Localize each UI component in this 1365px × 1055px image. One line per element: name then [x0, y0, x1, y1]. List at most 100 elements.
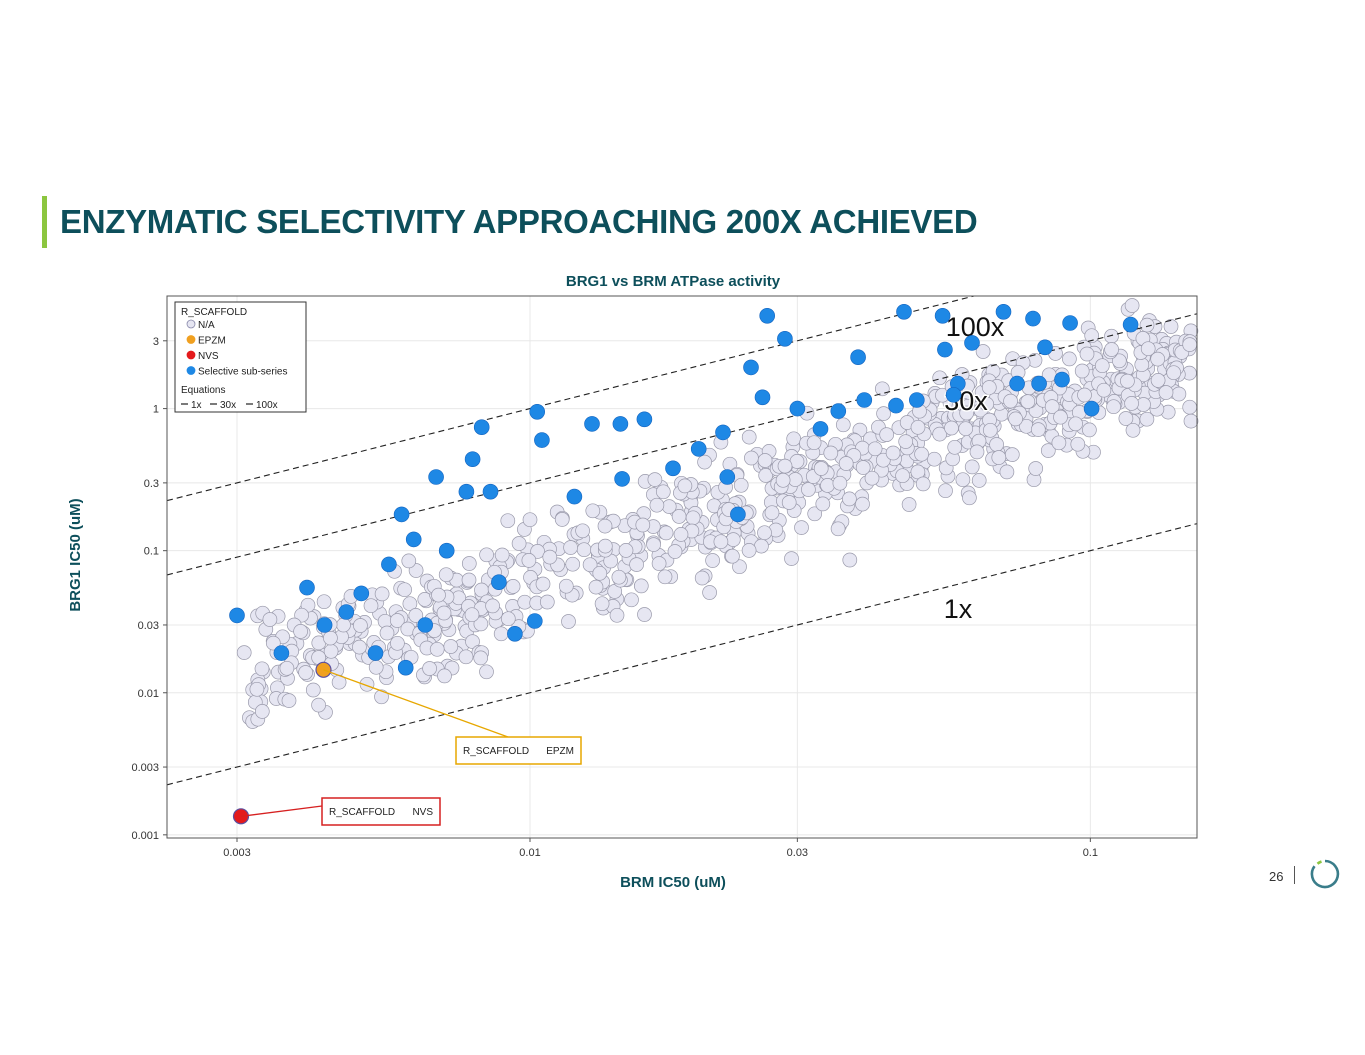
na-point: [835, 417, 851, 433]
na-point: [422, 661, 437, 676]
na-point: [594, 596, 610, 612]
selective-point: [1054, 371, 1070, 388]
na-point: [511, 536, 527, 551]
na-point: [624, 592, 639, 608]
na-point: [969, 444, 985, 460]
na-point: [982, 422, 998, 438]
na-point: [820, 478, 835, 493]
selective-point: [665, 460, 681, 477]
na-point: [1139, 411, 1155, 427]
na-point: [781, 495, 797, 510]
legend-entry-label: EPZM: [198, 336, 226, 347]
na-point: [1082, 422, 1097, 438]
na-point: [597, 518, 613, 534]
callout-value-label: EPZM: [546, 746, 574, 757]
na-point: [915, 476, 931, 492]
na-point: [465, 634, 480, 649]
na-point: [1084, 328, 1100, 344]
na-point: [1182, 337, 1198, 352]
chart-legend: R_SCAFFOLD N/A EPZM NVS Selective sub-series…: [174, 301, 307, 413]
selective-point: [464, 451, 481, 468]
na-point: [876, 406, 891, 421]
na-point: [609, 607, 625, 623]
na-point: [281, 693, 297, 708]
selective-point: [995, 303, 1012, 320]
x-tick-label: 0.01: [519, 847, 540, 859]
na-point: [374, 689, 389, 705]
na-point: [402, 596, 418, 612]
na-point: [725, 532, 741, 547]
na-point: [832, 475, 848, 491]
na-point: [732, 559, 747, 575]
na-point: [374, 586, 390, 602]
legend-entry-label: NVS: [198, 351, 219, 362]
selective-points-layer: [229, 303, 1139, 825]
selective-point: [1083, 400, 1100, 417]
na-point: [500, 611, 516, 627]
na-point: [1008, 411, 1023, 427]
na-point: [777, 458, 793, 474]
na-point: [1140, 341, 1156, 357]
x-tick-label: 0.03: [787, 847, 808, 859]
na-point: [279, 660, 295, 676]
na-point: [864, 470, 880, 486]
legend-entry-label: Selective sub-series: [198, 367, 287, 378]
na-point: [1111, 353, 1127, 369]
selective-point: [526, 613, 543, 629]
na-point: [436, 605, 452, 621]
na-point: [1118, 411, 1134, 426]
legend-marker: [186, 350, 196, 360]
na-point: [429, 641, 445, 657]
na-point: [1158, 385, 1174, 400]
na-point: [895, 468, 910, 484]
na-point: [1182, 399, 1198, 415]
na-point: [702, 585, 717, 600]
selective-point: [830, 403, 847, 419]
na-point: [677, 478, 693, 494]
slide-title: ENZYMATIC SELECTIVITY APPROACHING 200X A…: [60, 203, 978, 240]
na-point: [733, 477, 749, 493]
selective-point: [908, 392, 925, 408]
na-point: [910, 419, 926, 435]
selective-point: [393, 506, 410, 523]
na-point: [667, 544, 683, 559]
selective-point: [789, 400, 806, 417]
na-point: [685, 510, 701, 526]
na-point: [958, 421, 974, 437]
na-point: [397, 582, 412, 598]
equation-lines-layer: 1x 30x 100x: [167, 296, 1197, 786]
na-point: [932, 370, 948, 386]
selective-point: [381, 556, 397, 573]
na-point: [254, 704, 270, 719]
na-point: [438, 567, 454, 583]
equation-line-1x: [167, 523, 1197, 786]
na-point: [1051, 435, 1067, 451]
selective-point: [584, 416, 600, 432]
na-point: [867, 441, 883, 457]
na-point: [655, 484, 671, 500]
callout-scaffold-label: R_SCAFFOLD: [329, 807, 395, 818]
na-point: [522, 512, 538, 528]
na-point: [975, 344, 991, 359]
selective-point: [473, 419, 490, 436]
callout-leader-epzm: [323, 669, 509, 738]
selective-point: [612, 416, 629, 432]
na-point: [651, 556, 667, 571]
callout-box-nvs: [321, 797, 441, 826]
na-point: [658, 525, 674, 541]
na-point: [1183, 413, 1199, 429]
selective-point: [367, 645, 384, 661]
na-point: [505, 579, 521, 594]
na-point: [1150, 351, 1166, 367]
selective-point: [316, 617, 333, 633]
selective-point: [1122, 316, 1139, 333]
na-point: [758, 468, 774, 483]
na-point: [885, 445, 901, 461]
na-point: [932, 426, 948, 442]
na-point: [830, 521, 846, 537]
selective-point: [438, 542, 455, 559]
na-point: [754, 538, 769, 554]
selective-point: [1037, 339, 1053, 356]
na-point: [576, 542, 592, 558]
legend-equations-title: Equations: [181, 385, 225, 396]
